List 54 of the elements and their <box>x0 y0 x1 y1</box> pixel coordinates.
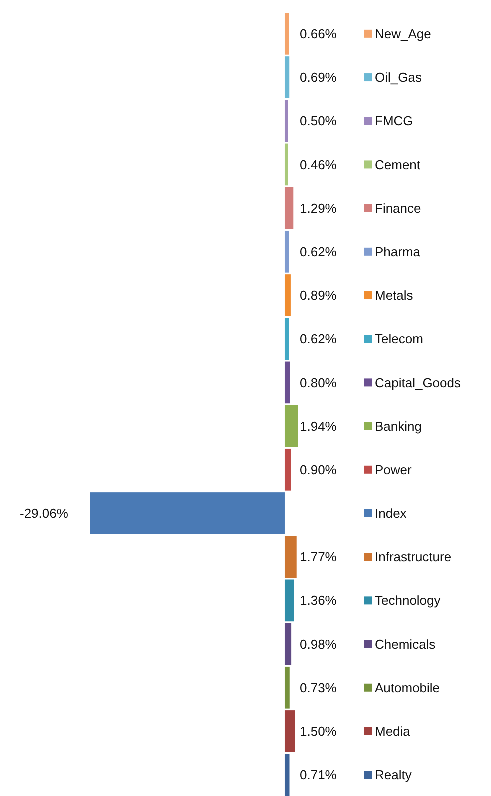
data-label: 0.50% <box>300 114 338 129</box>
y-tick-label: Metals <box>375 288 414 304</box>
bar <box>284 754 290 796</box>
data-label: 1.36% <box>300 593 338 608</box>
bar <box>284 56 290 98</box>
data-label: 1.29% <box>300 200 338 216</box>
data-label: 0.62% <box>300 244 338 260</box>
bar <box>284 100 288 142</box>
data-label: 0.71% <box>300 768 338 783</box>
data-label: 0.66% <box>300 26 338 42</box>
data-label: 0.46% <box>300 157 338 172</box>
bar <box>284 405 298 448</box>
bar <box>284 274 291 316</box>
bar <box>284 13 290 55</box>
data-label: -29.06% <box>20 506 69 522</box>
y-tick-label: Infrastructure <box>375 550 452 565</box>
y-tick-label: Chemicals <box>375 636 436 652</box>
y-tick-label: Finance <box>375 200 422 216</box>
y-tick-label: Media <box>375 724 412 740</box>
y-tick-label: Cement <box>375 157 421 172</box>
data-label: 1.50% <box>300 724 338 740</box>
y-tick-label: FMCG <box>375 114 414 129</box>
data-label: 0.80% <box>300 375 338 390</box>
data-label: 0.98% <box>300 636 338 652</box>
y-tick-label: Banking <box>375 418 422 434</box>
data-label: 0.89% <box>300 288 338 304</box>
y-tick-label: Index <box>375 506 408 522</box>
y-tick-label: Pharma <box>375 244 422 260</box>
y-tick-label: Capital_Goods <box>375 375 462 390</box>
y-tick-label: Power <box>375 462 413 478</box>
bar <box>284 230 290 273</box>
bar <box>284 318 290 360</box>
data-label: 1.94% <box>300 418 338 434</box>
bar <box>284 144 288 186</box>
bar <box>284 187 294 230</box>
y-tick-label: Technology <box>375 593 442 608</box>
y-tick-label: Realty <box>375 768 412 783</box>
bar <box>284 666 290 709</box>
data-label: 0.69% <box>300 70 338 86</box>
bar <box>284 623 292 666</box>
bar <box>284 448 292 491</box>
y-tick-label: New_Age <box>375 26 432 42</box>
data-label: 0.62% <box>300 332 338 347</box>
bar <box>284 362 290 404</box>
y-tick-label: Automobile <box>375 680 440 696</box>
y-tick-label: Telecom <box>375 332 424 347</box>
data-label: 0.73% <box>300 680 338 696</box>
data-label: 1.77% <box>300 550 338 565</box>
bar <box>90 492 285 534</box>
bar <box>284 536 297 578</box>
bar <box>284 580 294 622</box>
y-tick-label: Oil_Gas <box>375 70 422 86</box>
bar <box>284 710 296 752</box>
data-label: 0.90% <box>300 462 338 478</box>
